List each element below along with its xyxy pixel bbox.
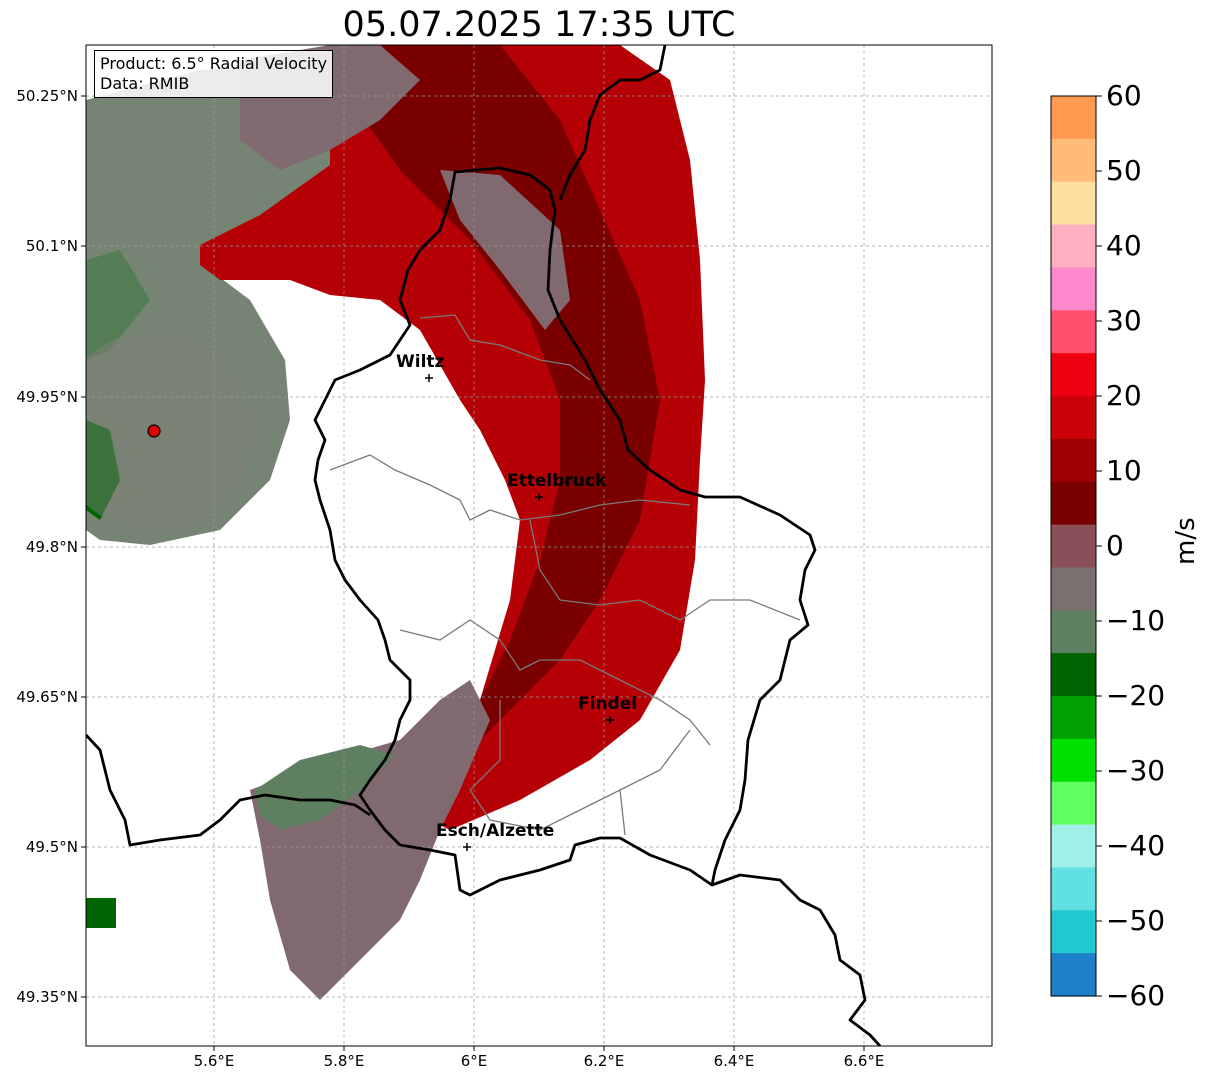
colorbar-tick-label: −40 bbox=[1106, 829, 1166, 862]
colorbar-tick-label: 30 bbox=[1106, 304, 1142, 337]
echo-near-zero-north-band bbox=[440, 170, 570, 330]
lat-tick-label: 49.95°N bbox=[16, 388, 78, 406]
canton-boundaries bbox=[329, 314, 801, 836]
map-title: 05.07.2025 17:35 UTC bbox=[342, 5, 736, 45]
city-label-ettelbruck: Ettelbruck bbox=[507, 471, 607, 491]
colorbar-segment bbox=[1051, 396, 1096, 440]
ettelbruck-marker bbox=[535, 493, 543, 501]
radar-clutter bbox=[86, 331, 254, 531]
colorbar-segment bbox=[1051, 481, 1096, 526]
colorbar-tick-label: 20 bbox=[1106, 379, 1142, 412]
colorbar-segment bbox=[1051, 738, 1096, 783]
colorbar-tick-label: 50 bbox=[1106, 154, 1142, 187]
lon-tick-label: 6.6°E bbox=[843, 1052, 885, 1070]
colorbar-segment bbox=[1051, 181, 1096, 226]
colorbar-tick-label: 40 bbox=[1106, 229, 1142, 262]
city-label-wiltz: Wiltz bbox=[396, 352, 445, 372]
colorbar-segment bbox=[1051, 824, 1096, 869]
colorbar-segment bbox=[1051, 267, 1096, 311]
colorbar-tick-label: −50 bbox=[1106, 904, 1166, 937]
colorbar-segment bbox=[1051, 438, 1096, 483]
product-info-box: Product: 6.5° Radial Velocity Data: RMIB bbox=[94, 50, 334, 98]
lon-tick-label: 6°E bbox=[460, 1052, 488, 1070]
city-label-findel: Findel bbox=[578, 694, 638, 714]
colorbar-tick-label: −10 bbox=[1106, 604, 1166, 637]
colorbar-segment bbox=[1051, 781, 1096, 826]
echo-green-west bbox=[86, 250, 150, 360]
lon-tick-label: 5.8°E bbox=[323, 1052, 365, 1070]
data-source-label: Data: RMIB bbox=[100, 74, 190, 93]
colorbar-tick-label: −60 bbox=[1106, 979, 1166, 1012]
germany-border-north bbox=[558, 45, 667, 201]
echo-green-patch bbox=[86, 898, 116, 928]
colorbar-segment bbox=[1051, 353, 1096, 397]
lat-tick-label: 49.8°N bbox=[25, 538, 78, 556]
colorbar-tick-label: 0 bbox=[1106, 529, 1124, 562]
echo-green-southwest bbox=[255, 745, 395, 830]
colorbar-tick-label: 10 bbox=[1106, 454, 1142, 487]
colorbar-segment bbox=[1051, 96, 1096, 140]
colorbar-unit-label: m/s bbox=[1171, 517, 1201, 565]
colorbar-segment bbox=[1051, 953, 1096, 997]
product-label: Product: 6.5° Radial Velocity bbox=[100, 54, 328, 73]
belgium-france-border bbox=[86, 734, 371, 847]
colorbar-segment bbox=[1051, 567, 1096, 611]
lat-tick-label: 50.25°N bbox=[16, 87, 78, 105]
colorbar-segment bbox=[1051, 910, 1096, 954]
lon-tick-label: 6.2°E bbox=[583, 1052, 625, 1070]
colorbar-segment bbox=[1051, 524, 1096, 569]
colorbar-tick-label: −20 bbox=[1106, 679, 1166, 712]
city-markers bbox=[425, 374, 614, 851]
city-label-esch: Esch/Alzette bbox=[436, 821, 555, 841]
lat-tick-label: 50.1°N bbox=[25, 237, 78, 255]
colorbar-ticks bbox=[1096, 95, 1102, 997]
colorbar-segment bbox=[1051, 138, 1096, 183]
lon-tick-label: 6.4°E bbox=[713, 1052, 755, 1070]
lat-tick-label: 49.5°N bbox=[25, 838, 78, 856]
esch-marker bbox=[463, 843, 471, 851]
wiltz-marker bbox=[425, 374, 433, 382]
colorbar-segment bbox=[1051, 224, 1096, 269]
national-borders bbox=[86, 45, 882, 1046]
colorbar-segment bbox=[1051, 310, 1096, 354]
echo-near-zero-southwest bbox=[250, 680, 490, 1000]
luxembourg-border bbox=[313, 166, 817, 897]
axis-ticks bbox=[81, 95, 865, 1051]
findel-marker bbox=[606, 716, 614, 724]
lat-tick-label: 49.65°N bbox=[16, 688, 78, 706]
lon-tick-label: 5.6°E bbox=[193, 1052, 235, 1070]
colorbar-segment bbox=[1051, 653, 1096, 697]
colorbar-segment bbox=[1051, 867, 1096, 911]
colorbar-segment bbox=[1051, 696, 1096, 740]
colorbar-tick-label: 60 bbox=[1106, 79, 1142, 112]
colorbar bbox=[1051, 96, 1096, 997]
colorbar-tick-label: −30 bbox=[1106, 754, 1166, 787]
gridlines bbox=[86, 45, 992, 1046]
map-frame bbox=[85, 44, 993, 1047]
colorbar-segment bbox=[1051, 610, 1096, 654]
radar-site-marker bbox=[147, 424, 161, 438]
germany-border-south bbox=[711, 873, 882, 1046]
map-content bbox=[86, 45, 992, 1046]
lat-tick-label: 49.35°N bbox=[16, 988, 78, 1006]
echo-receding-core bbox=[330, 45, 660, 800]
